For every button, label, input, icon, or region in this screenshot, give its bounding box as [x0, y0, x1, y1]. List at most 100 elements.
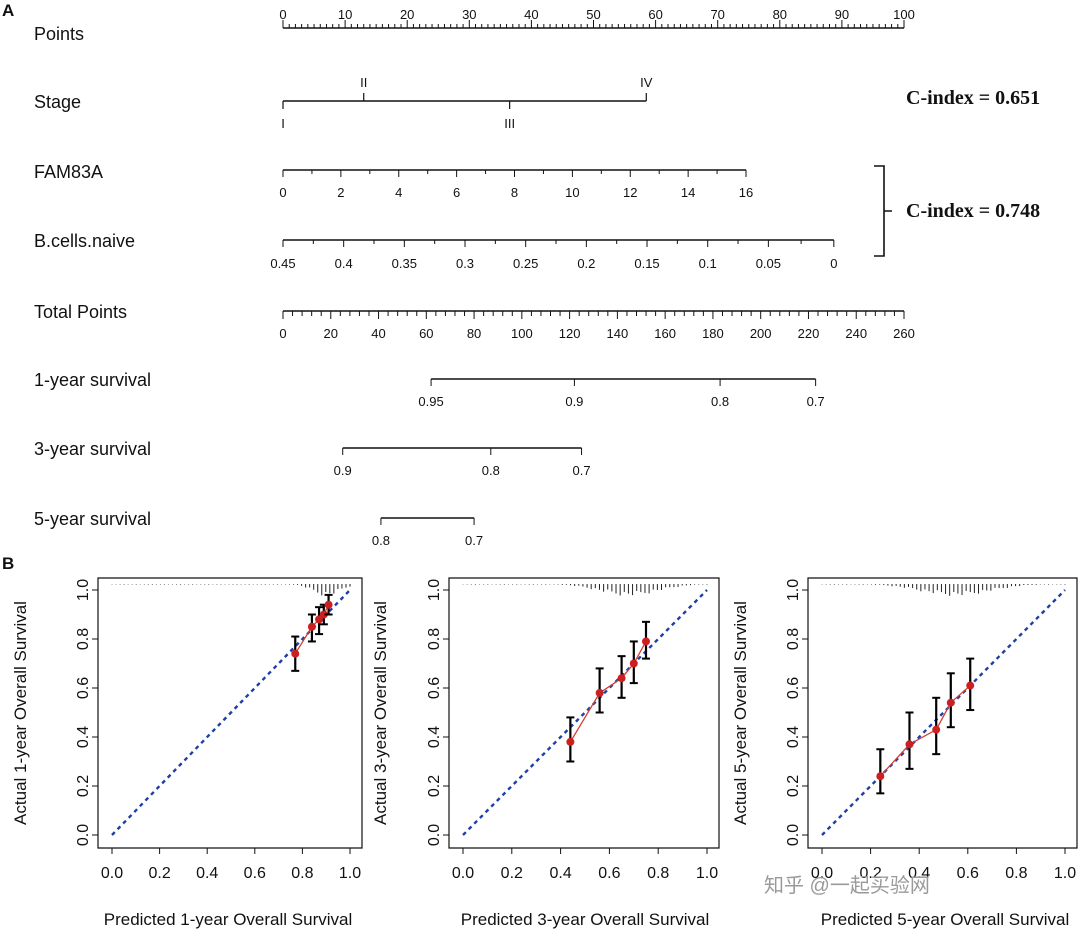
y-tick-label: 0.6 — [785, 677, 802, 699]
y-axis-title: Actual 3-year Overall Survival — [371, 601, 390, 825]
x-tick-label: 0.4 — [549, 865, 571, 882]
fam83a-tick-label: 6 — [453, 185, 460, 200]
calibration-point — [629, 659, 638, 668]
total-tick-label: 100 — [511, 326, 533, 341]
surv1-tick-label: 0.9 — [565, 394, 583, 409]
bcells-tick-label: 0.25 — [513, 256, 538, 271]
calibration-point — [595, 688, 604, 697]
plot-frame — [97, 577, 363, 849]
y-tick-label: 0.8 — [426, 628, 443, 650]
points-tick-label: 100 — [893, 7, 915, 22]
bcells-tick-label: 0 — [830, 256, 837, 271]
nomogram-row-surv5: 5-year survival 0.8 0.7 — [34, 509, 483, 548]
nomogram-row-surv3: 3-year survival 0.9 0.8 0.7 — [34, 439, 591, 478]
points-tick-label: 80 — [773, 7, 787, 22]
calibration-point — [307, 622, 316, 631]
nomogram-row-fam83a: FAM83A 0 2 4 6 8 10 12 14 16 — [34, 162, 753, 200]
total-tick-label: 160 — [654, 326, 676, 341]
total-tick-label: 220 — [798, 326, 820, 341]
fam83a-tick-label: 12 — [623, 185, 637, 200]
total-tick-label: 60 — [419, 326, 433, 341]
row-label-total: Total Points — [34, 302, 127, 322]
points-tick-label: 0 — [279, 7, 286, 22]
row-label-points: Points — [34, 24, 84, 44]
y-tick-label: 0.8 — [785, 628, 802, 650]
surv3-tick-label: 0.7 — [573, 463, 591, 478]
x-tick-label: 0.8 — [291, 865, 313, 882]
total-tick-label: 20 — [324, 326, 338, 341]
bcells-tick-label: 0.2 — [577, 256, 595, 271]
c-index-stage: C-index = 0.651 — [906, 87, 1040, 109]
stage-tick-label: I — [281, 116, 285, 131]
calibration-point — [932, 725, 941, 734]
fam83a-tick-label: 0 — [279, 185, 286, 200]
bcells-tick-label: 0.45 — [270, 256, 295, 271]
y-tick-label: 0.4 — [426, 726, 443, 748]
calibration-point — [324, 600, 333, 609]
y-tick-label: 1.0 — [785, 579, 802, 601]
watermark: 知乎 @一起买验网 — [764, 874, 930, 897]
x-tick-label: 1.0 — [696, 865, 718, 882]
bcells-tick-label: 0.35 — [392, 256, 417, 271]
row-label-surv3: 3-year survival — [34, 439, 151, 459]
y-tick-label: 0.2 — [426, 775, 443, 797]
points-tick-label: 10 — [338, 7, 352, 22]
fam83a-tick-label: 2 — [337, 185, 344, 200]
surv3-tick-label: 0.9 — [334, 463, 352, 478]
calibration-point — [946, 698, 955, 707]
row-label-surv1: 1-year survival — [34, 370, 151, 390]
total-tick-label: 40 — [371, 326, 385, 341]
total-tick-label: 140 — [607, 326, 629, 341]
points-tick-label: 20 — [400, 7, 414, 22]
calibration-point — [315, 615, 324, 624]
stage-tick-label: III — [504, 116, 515, 131]
y-tick-label: 1.0 — [426, 579, 443, 601]
stage-tick-label: IV — [640, 75, 653, 90]
y-tick-label: 0.0 — [426, 824, 443, 846]
nomogram-row-total: Total Points 0 20 40 60 80 100 120 140 160 180 200 2… — [34, 302, 915, 341]
nomogram-row-points: Points 0 10 20 30 40 50 60 70 80 90 100 — [34, 7, 915, 44]
plot-frame — [448, 577, 720, 849]
stage-tick-label: II — [360, 75, 367, 90]
fam83a-tick-label: 14 — [681, 185, 695, 200]
calibration-plot-1-year: 0.0 0.2 0.4 0.6 0.8 1.0 0.0 0.2 0.4 0.6 0.8 1.0 Actu… — [11, 577, 363, 929]
bcells-tick-label: 0.3 — [456, 256, 474, 271]
panel-b-label: B — [2, 554, 14, 573]
x-tick-label: 0.4 — [908, 865, 930, 882]
fam83a-tick-label: 16 — [739, 185, 753, 200]
y-tick-label: 0.6 — [426, 677, 443, 699]
nomogram-row-bcells: B.cells.naive 0.45 0.4 0.35 0.3 0.25 0.2 0.15 0.… — [34, 231, 837, 271]
bcells-tick-label: 0.15 — [634, 256, 659, 271]
y-tick-label: 1.0 — [75, 579, 92, 601]
total-tick-label: 180 — [702, 326, 724, 341]
x-tick-label: 0.6 — [598, 865, 620, 882]
calibration-point — [905, 740, 914, 749]
surv5-tick-label: 0.7 — [465, 533, 483, 548]
x-tick-label: 1.0 — [339, 865, 361, 882]
calibration-point — [566, 737, 575, 746]
x-tick-label: 0.6 — [244, 865, 266, 882]
total-tick-label: 80 — [467, 326, 481, 341]
calibration-point — [876, 772, 885, 781]
nomogram-row-surv1: 1-year survival 0.95 0.9 0.8 0.7 — [34, 370, 825, 409]
y-tick-label: 0.0 — [785, 824, 802, 846]
surv1-tick-label: 0.8 — [711, 394, 729, 409]
surv5-tick-label: 0.8 — [372, 533, 390, 548]
x-axis-title: Predicted 1-year Overall Survival — [104, 910, 352, 929]
x-tick-label: 0.0 — [101, 865, 123, 882]
calibration-point — [642, 637, 650, 646]
x-axis-title: Predicted 5-year Overall Survival — [821, 910, 1069, 929]
total-tick-label: 0 — [279, 326, 286, 341]
x-axis-title: Predicted 3-year Overall Survival — [461, 910, 709, 929]
row-label-fam83a: FAM83A — [34, 162, 103, 182]
calibration-plot-5-year: 0.0 0.2 0.4 0.6 0.8 1.0 0.0 0.2 0.4 0.6 0.8 1.0 Actu… — [731, 577, 1078, 929]
c-index-combined: C-index = 0.748 — [906, 200, 1040, 222]
x-tick-label: 0.0 — [811, 865, 833, 882]
points-tick-label: 50 — [586, 7, 600, 22]
surv3-tick-label: 0.8 — [482, 463, 500, 478]
total-tick-label: 120 — [559, 326, 581, 341]
x-tick-label: 0.8 — [647, 865, 669, 882]
